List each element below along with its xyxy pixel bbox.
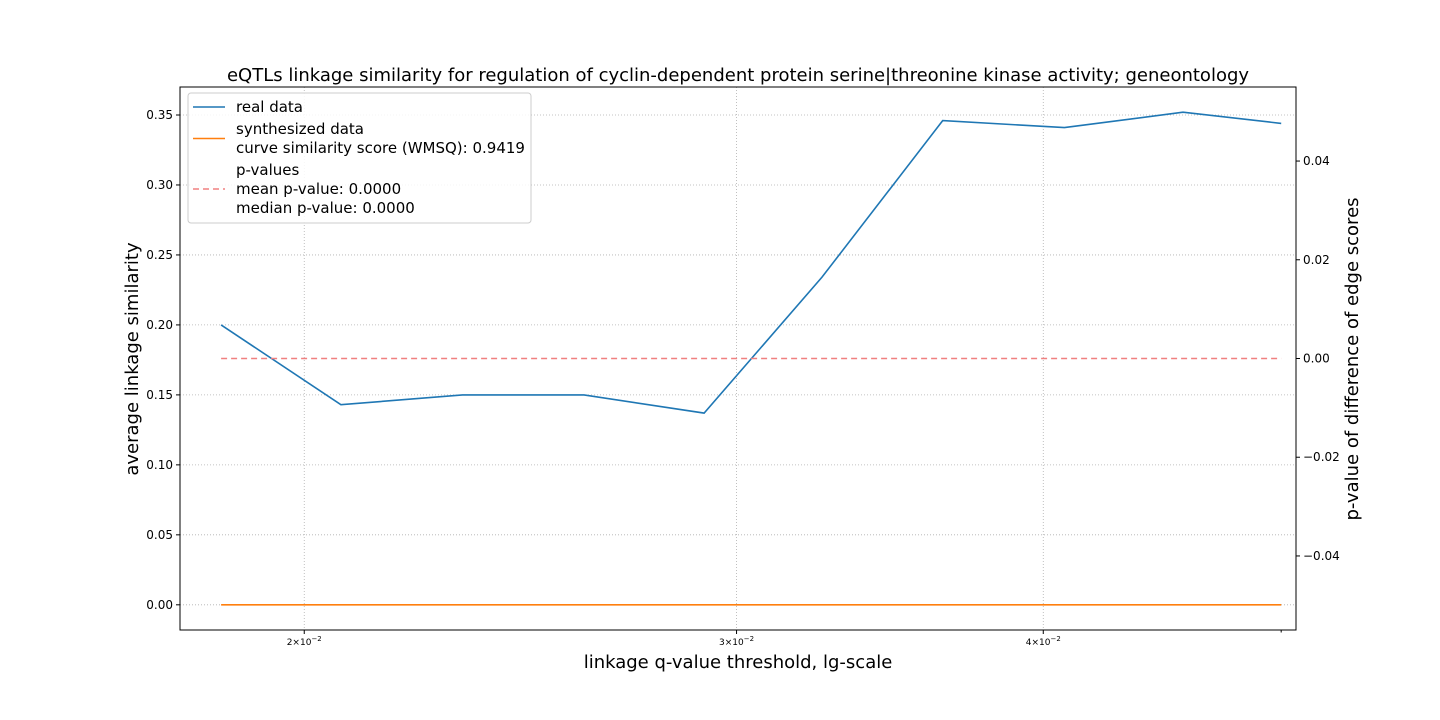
legend-label: median p-value: 0.0000 (236, 199, 415, 217)
y-tick-label: 0.10 (146, 458, 173, 472)
legend-label: real data (236, 98, 303, 116)
series-layer (220, 111, 1282, 606)
y2-axis-title: p-value of difference of edge scores (1342, 197, 1363, 520)
x-tick-label: 4×10−2 (1026, 635, 1061, 648)
y-tick-label: 0.30 (146, 178, 173, 192)
legend-label: p-values (236, 161, 300, 179)
y2-axis: −0.04 −0.02 0.00 0.02 0.04 (1296, 154, 1340, 563)
y2-tick-label: −0.04 (1303, 549, 1340, 563)
y-axis: 0.00 0.05 0.10 0.15 0.20 0.25 0.30 0.35 (146, 108, 180, 612)
legend-label: synthesized data (236, 120, 364, 138)
y2-tick-label: −0.02 (1303, 450, 1340, 464)
legend-label: mean p-value: 0.0000 (236, 180, 401, 198)
y-axis-title: average linkage similarity (122, 242, 143, 476)
y-tick-label: 0.25 (146, 248, 173, 262)
x-axis-title: linkage q-value threshold, lg-scale (584, 652, 893, 673)
y2-tick-label: 0.04 (1303, 154, 1330, 168)
x-tick-label: 2×10−2 (287, 635, 322, 648)
y-tick-label: 0.05 (146, 528, 173, 542)
legend-label: curve similarity score (WMSQ): 0.9419 (236, 139, 525, 157)
y-tick-label: 0.20 (146, 318, 173, 332)
y2-tick-label: 0.00 (1303, 352, 1330, 366)
x-axis: 2×10−2 3×10−2 4×10−2 (287, 630, 1282, 648)
legend-box (187, 92, 532, 224)
y-tick-label: 0.35 (146, 108, 173, 122)
y-tick-label: 0.15 (146, 388, 173, 402)
x-tick-label: 3×10−2 (719, 635, 754, 648)
y-tick-label: 0.00 (146, 598, 173, 612)
y2-tick-label: 0.02 (1303, 253, 1330, 267)
series-line (220, 111, 1282, 414)
chart-title: eQTLs linkage similarity for regulation … (227, 65, 1249, 86)
